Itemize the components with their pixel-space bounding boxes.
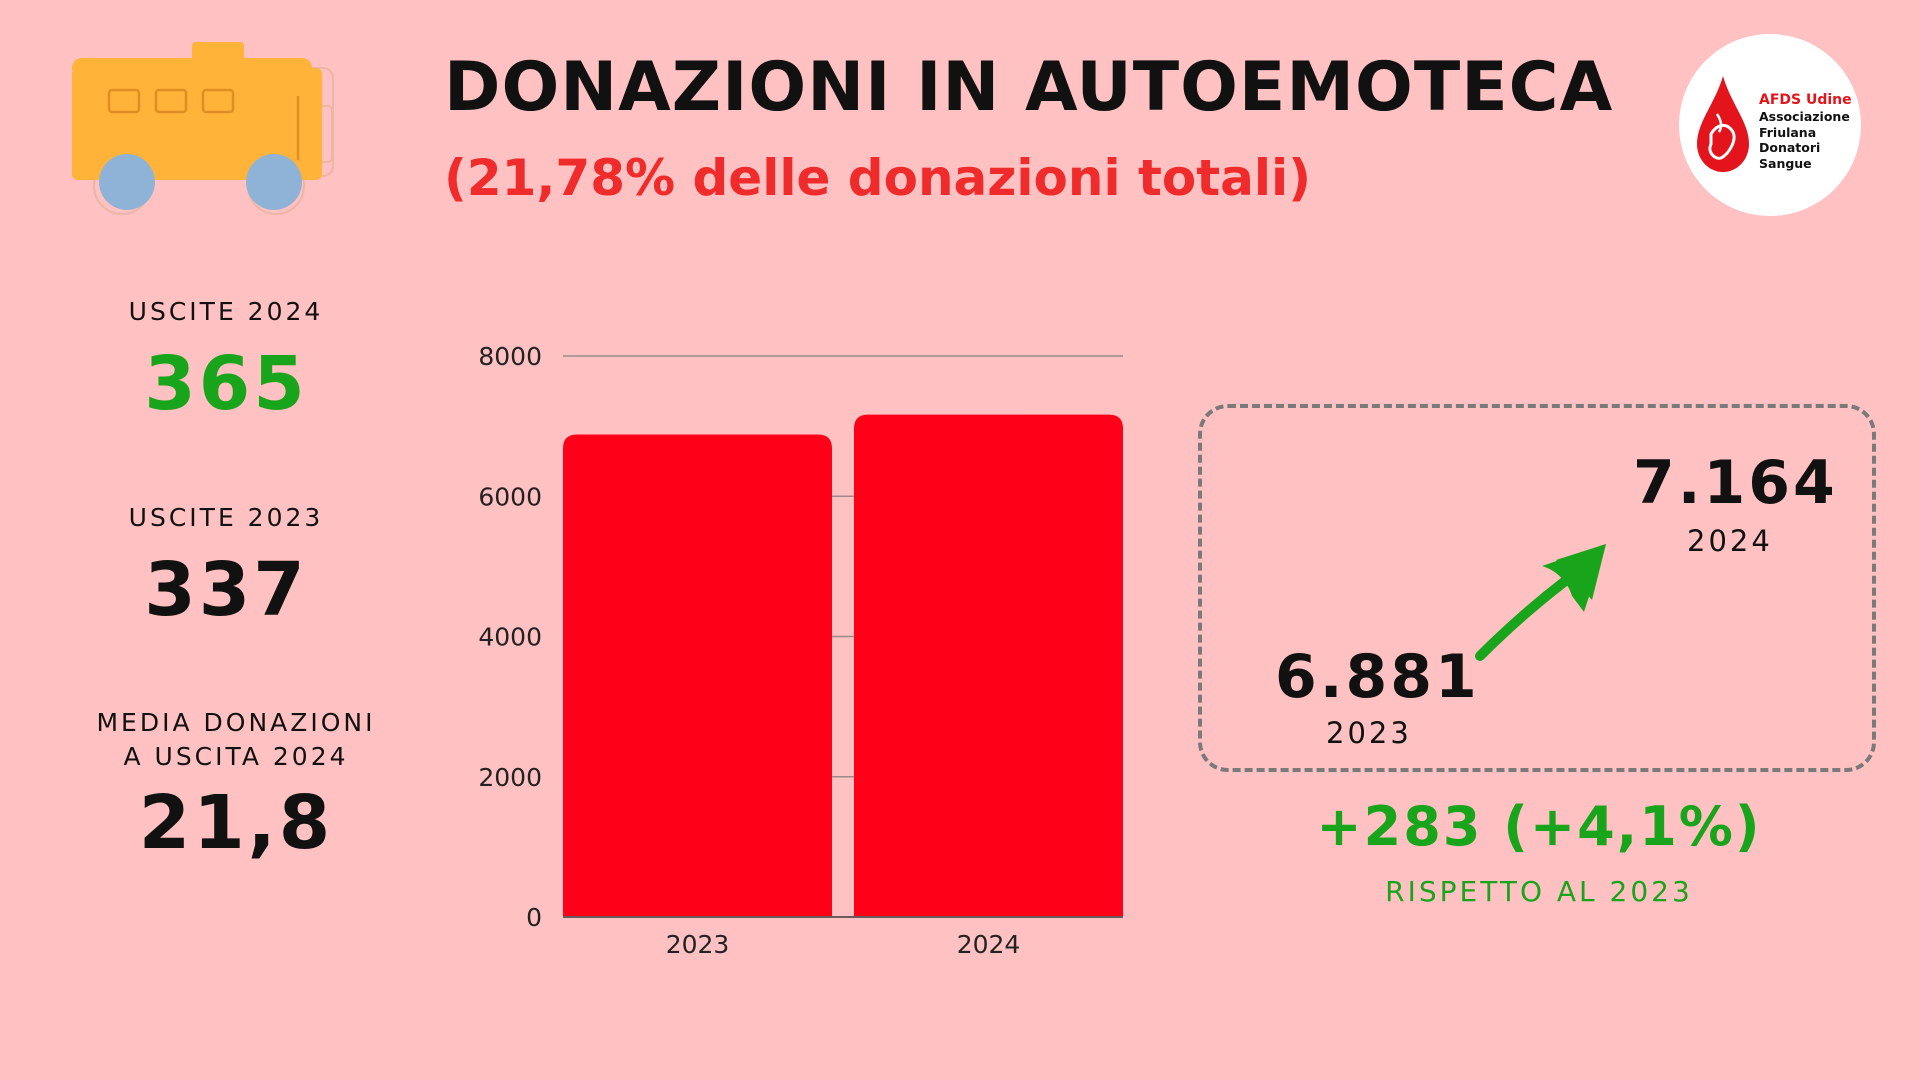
y-tick-label: 6000 <box>478 482 542 511</box>
comparison-box <box>1198 404 1876 772</box>
uscite-2024-value: 365 <box>144 341 308 427</box>
logo-line: Friulana <box>1759 124 1817 140</box>
value-2023: 6.881 <box>1275 642 1480 712</box>
blood-drop-icon <box>1697 76 1749 172</box>
uscite-2023-label: USCITE 2023 <box>128 503 324 532</box>
page-subtitle: (21,78% delle donazioni totali) <box>444 149 1312 207</box>
logo-text: Associazione Friulana Donatori Sangue <box>1759 109 1850 171</box>
logo-line: Sangue <box>1759 155 1812 171</box>
x-tick-label: 2023 <box>666 930 730 959</box>
afds-logo: AFDS Udine Associazione Friulana Donator… <box>1679 34 1861 216</box>
year-2024-label: 2024 <box>1687 524 1773 558</box>
logo-brand: AFDS Udine <box>1759 92 1852 108</box>
delta-caption: RISPETTO AL 2023 <box>1385 875 1693 908</box>
page-title: DONAZIONI IN AUTOEMOTECA <box>444 48 1614 127</box>
y-tick-label: 0 <box>526 903 542 932</box>
media-donazioni-label: MEDIA DONAZIONI A USCITA 2024 <box>76 706 396 774</box>
media-donazioni-value: 21,8 <box>138 780 334 866</box>
x-tick-label: 2024 <box>957 930 1021 959</box>
value-2024: 7.164 <box>1633 448 1838 518</box>
y-tick-label: 4000 <box>478 623 542 652</box>
bus-icon <box>72 42 334 215</box>
logo-line: Associazione <box>1759 109 1850 124</box>
media-label-line2: A USCITA 2024 <box>123 742 349 771</box>
donations-bar-chart: 0 2000 4000 6000 8000 2023 2024 <box>478 342 1123 959</box>
y-tick-label: 2000 <box>478 763 542 792</box>
year-2023-label: 2023 <box>1326 716 1412 750</box>
arrow-up-right-icon <box>1475 544 1606 661</box>
delta-value: +283 (+4,1%) <box>1316 795 1762 858</box>
y-tick-label: 8000 <box>478 342 542 371</box>
bar-2023 <box>563 434 832 917</box>
media-label-line1: MEDIA DONAZIONI <box>96 708 376 737</box>
logo-line: Donatori <box>1759 140 1821 155</box>
uscite-2023-value: 337 <box>144 547 308 633</box>
uscite-2024-label: USCITE 2024 <box>128 297 324 326</box>
bar-2024 <box>854 414 1123 917</box>
